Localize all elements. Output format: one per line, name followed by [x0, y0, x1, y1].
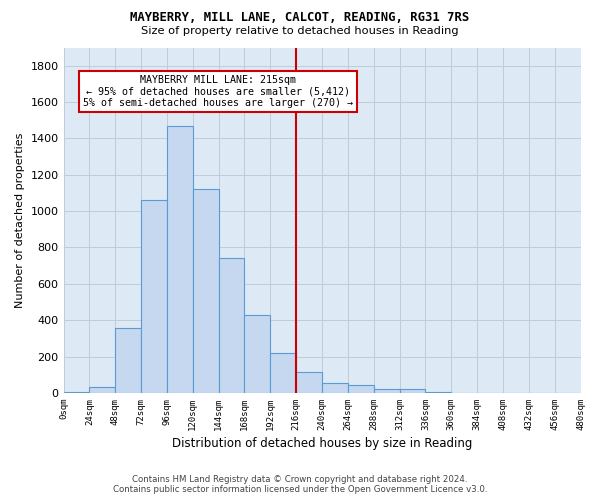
- Bar: [400, 389, 425, 393]
- Bar: [167, 126, 193, 393]
- Bar: [141, 200, 167, 393]
- Bar: [193, 190, 218, 393]
- Bar: [218, 258, 244, 393]
- Bar: [425, 392, 451, 393]
- Bar: [322, 383, 348, 393]
- Y-axis label: Number of detached properties: Number of detached properties: [15, 132, 25, 308]
- Bar: [348, 385, 374, 393]
- Bar: [89, 386, 115, 393]
- Text: MAYBERRY MILL LANE: 215sqm
← 95% of detached houses are smaller (5,412)
5% of se: MAYBERRY MILL LANE: 215sqm ← 95% of deta…: [83, 74, 353, 108]
- Bar: [374, 390, 400, 393]
- Text: Contains HM Land Registry data © Crown copyright and database right 2024.
Contai: Contains HM Land Registry data © Crown c…: [113, 474, 487, 494]
- Bar: [271, 353, 296, 393]
- Bar: [115, 328, 141, 393]
- X-axis label: Distribution of detached houses by size in Reading: Distribution of detached houses by size …: [172, 437, 472, 450]
- Bar: [64, 392, 89, 393]
- Bar: [296, 372, 322, 393]
- Text: MAYBERRY, MILL LANE, CALCOT, READING, RG31 7RS: MAYBERRY, MILL LANE, CALCOT, READING, RG…: [130, 11, 470, 24]
- Bar: [244, 315, 271, 393]
- Text: Size of property relative to detached houses in Reading: Size of property relative to detached ho…: [141, 26, 459, 36]
